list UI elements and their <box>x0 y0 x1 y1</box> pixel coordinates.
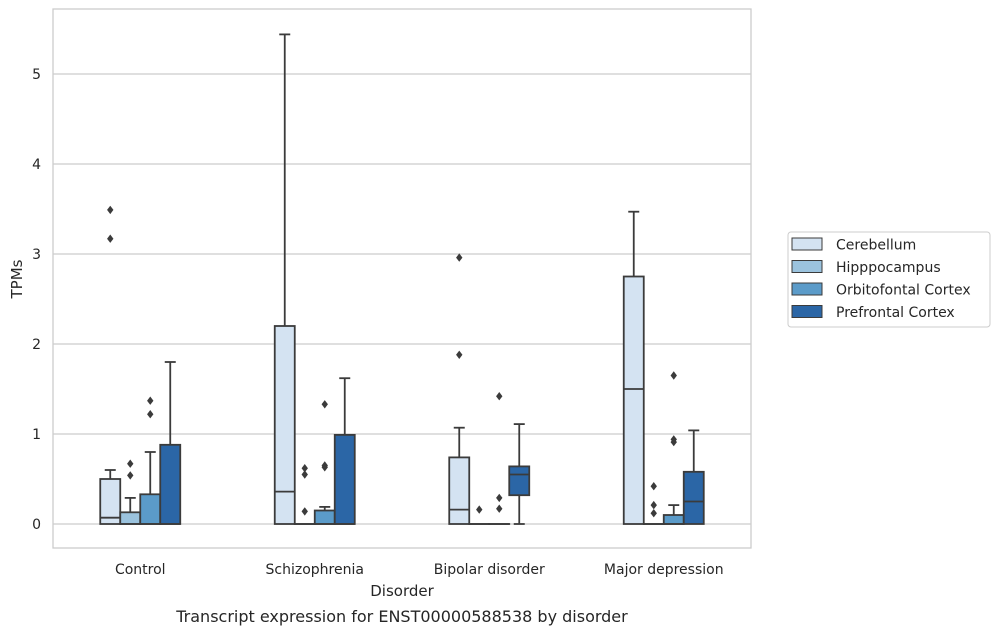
legend-entry-label: Cerebellum <box>836 238 916 254</box>
outlier-point <box>476 505 483 514</box>
legend-swatch <box>791 260 823 273</box>
y-tick-label: 0 <box>32 517 41 533</box>
outlier-point <box>107 234 114 243</box>
outlier-point <box>456 350 463 359</box>
outlier-point <box>321 400 328 409</box>
box-hipppocampus-major-depression <box>642 482 665 525</box>
box-hipppocampus-control <box>119 459 142 525</box>
outlier-point <box>147 410 154 419</box>
box-prefrontal-cortex-bipolar-disorder <box>508 423 531 525</box>
box-prefrontal-cortex-major-depression <box>682 429 705 525</box>
outlier-point <box>147 396 154 405</box>
x-tick-label: Schizophrenia <box>266 562 364 578</box>
box-body <box>622 275 645 525</box>
y-tick-label: 2 <box>32 337 41 353</box>
x-tick-labels: Control Schizophrenia Bipolar disorder Majo… <box>115 562 724 578</box>
y-tick-label: 3 <box>32 247 41 263</box>
legend-entry-label: Prefrontal Cortex <box>836 305 955 321</box>
outlier-point <box>127 459 134 468</box>
outlier-point <box>496 493 503 503</box>
legend-frame <box>787 231 991 328</box>
legend-entry-label: Orbitofontal Cortex <box>836 283 971 299</box>
box-cerebellum-major-depression <box>622 210 645 525</box>
outlier-point <box>107 205 114 215</box>
legend-swatch <box>791 305 823 318</box>
outlier-point <box>650 509 657 518</box>
box-body <box>273 325 296 525</box>
plot-area-frame <box>52 8 752 549</box>
x-tick-label: Major depression <box>604 562 724 578</box>
box-body <box>119 511 142 525</box>
box-cerebellum-bipolar-disorder <box>448 253 471 525</box>
outlier-point <box>301 507 308 516</box>
box-hipppocampus-bipolar-disorder <box>468 505 491 525</box>
box-orbitofontal-cortex-bipolar-disorder <box>488 392 511 525</box>
y-tick-label: 5 <box>32 67 41 83</box>
box-body <box>448 456 471 525</box>
outlier-point <box>496 392 503 401</box>
box-hipppocampus-schizophrenia <box>293 464 316 525</box>
legend-entry-label: Hipppocampus <box>836 260 941 276</box>
outlier-point <box>670 435 677 444</box>
box-body <box>313 509 336 525</box>
legend-swatch <box>791 237 823 251</box>
x-tick-label: Bipolar disorder <box>434 562 545 578</box>
box-orbitofontal-cortex-control <box>139 396 162 525</box>
box-body <box>159 443 182 525</box>
y-tick-label: 4 <box>32 157 41 173</box>
outlier-point <box>301 464 308 473</box>
legend-swatch <box>791 282 823 296</box>
x-tick-label: Control <box>115 562 166 578</box>
y-axis-label: TPMs <box>8 259 26 299</box>
outlier-point <box>127 471 134 480</box>
box-prefrontal-cortex-control <box>159 361 182 525</box>
outlier-point <box>650 482 657 491</box>
outlier-point <box>301 470 308 479</box>
box-body <box>333 433 356 525</box>
box-body <box>99 478 122 525</box>
box-orbitofontal-cortex-schizophrenia <box>313 400 336 525</box>
outlier-point <box>321 461 328 470</box>
outlier-point <box>496 504 503 513</box>
box-body <box>662 514 685 525</box>
outlier-point <box>670 371 677 380</box>
box-cerebellum-control <box>99 205 122 525</box>
box-groups <box>99 33 705 525</box>
legend: Cerebellum Hipppocampus Orbitofontal Corte… <box>787 231 991 328</box>
x-axis-label: Disorder <box>370 582 434 600</box>
outlier-point <box>456 253 463 262</box>
box-body <box>508 465 531 497</box>
y-tick-label: 1 <box>32 427 41 443</box>
y-tick-labels: 0 1 2 3 4 5 <box>32 67 41 533</box>
chart-caption: Transcript expression for ENST0000058853… <box>175 607 628 626</box>
box-body <box>682 470 705 525</box>
outlier-point <box>650 500 657 510</box>
box-cerebellum-schizophrenia <box>273 33 296 525</box>
box-body <box>139 493 162 525</box>
box-prefrontal-cortex-schizophrenia <box>333 377 356 525</box>
